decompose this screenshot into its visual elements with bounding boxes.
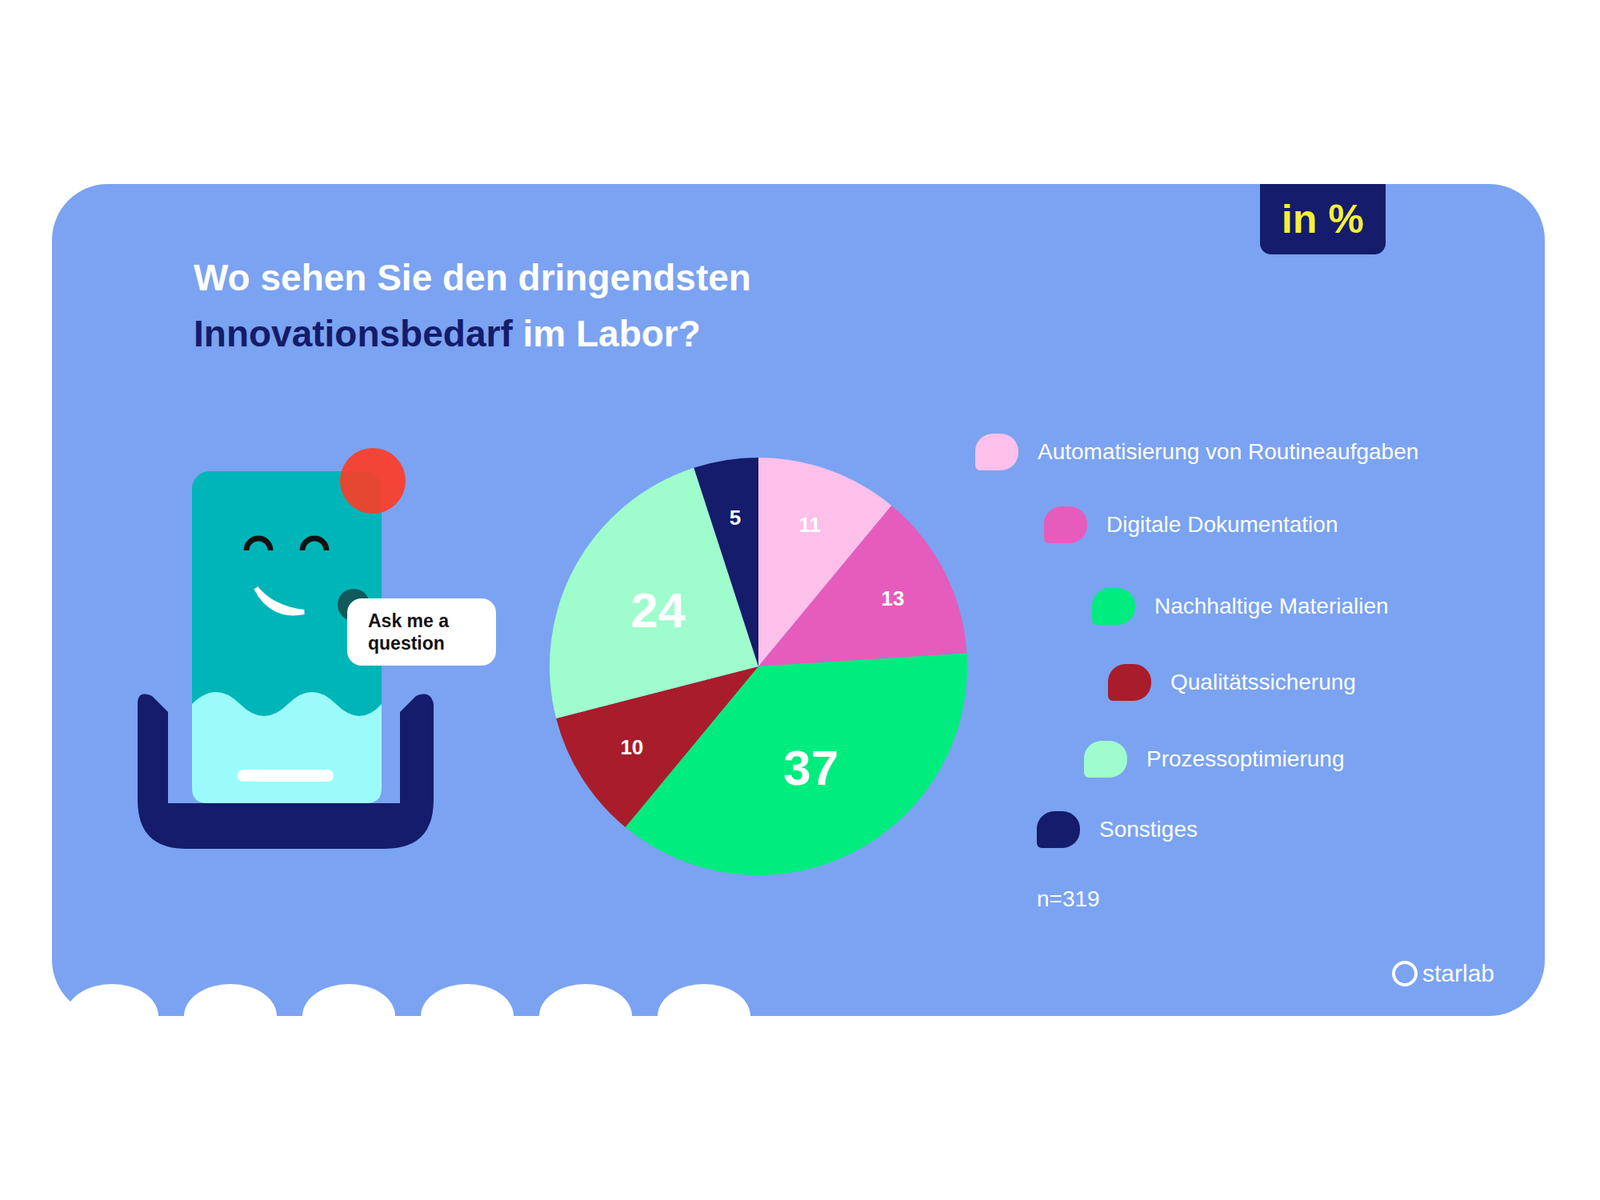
- html-text:Sonstiges: Sonstiges: [1099, 816, 1198, 842]
- html-text:Innovationsbedarf im Labor?: Innovationsbedarf im Labor?: [193, 312, 701, 355]
- svg-text:11: 11: [798, 512, 821, 537]
- html-text:Ask me a question: Ask me a question: [368, 610, 449, 654]
- html-text:Automatisierung von Routineauf: Automatisierung von Routineaufgaben: [1037, 439, 1419, 464]
- html-text:in %: in %: [1281, 196, 1364, 242]
- svg-text:24: 24: [630, 582, 686, 638]
- html-text:Nachhaltige Materialien: Nachhaltige Materialien: [1154, 593, 1389, 619]
- html-text:Digitale Dokumentation: Digitale Dokumentation: [1106, 512, 1338, 537]
- svg-text:13: 13: [880, 586, 904, 611]
- html-text:Prozessoptimierung: Prozessoptimierung: [1146, 746, 1345, 772]
- html-text:starlab: starlab: [1422, 960, 1495, 987]
- svg-text:5: 5: [729, 505, 741, 530]
- html-text:Wo sehen Sie den dringendsten: Wo sehen Sie den dringendsten: [193, 256, 752, 299]
- svg-text:37: 37: [783, 740, 839, 796]
- html-text:Qualitätssicherung: Qualitätssicherung: [1170, 669, 1356, 695]
- svg-text:10: 10: [620, 735, 644, 760]
- html-text:n=319: n=319: [1036, 886, 1100, 912]
